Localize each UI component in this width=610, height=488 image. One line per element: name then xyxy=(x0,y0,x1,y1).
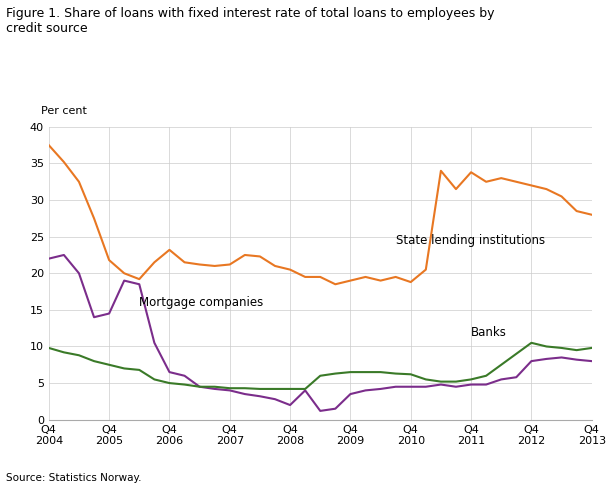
Text: Banks: Banks xyxy=(471,325,507,339)
Text: Mortgage companies: Mortgage companies xyxy=(139,296,264,309)
Text: State lending institutions: State lending institutions xyxy=(396,234,545,247)
Text: Source: Statistics Norway.: Source: Statistics Norway. xyxy=(6,473,142,483)
Text: Per cent: Per cent xyxy=(41,106,87,116)
Text: Figure 1. Share of loans with fixed interest rate of total loans to employees by: Figure 1. Share of loans with fixed inte… xyxy=(6,7,495,35)
